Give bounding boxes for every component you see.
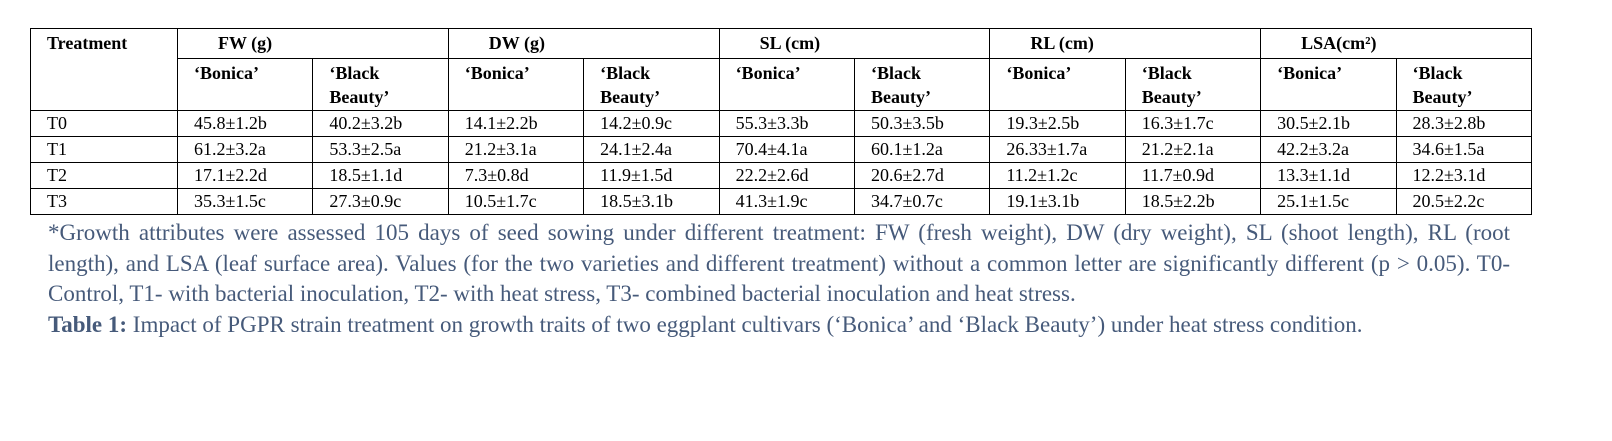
value-cell: 26.33±1.7a — [989, 136, 1126, 163]
value-cell: 18.5±3.1b — [583, 188, 720, 215]
value-cell: 45.8±1.2b — [176, 110, 314, 137]
value-cell: 61.2±3.2a — [176, 136, 314, 163]
data-table: Treatment FW (g) DW (g) SL (cm) RL (cm) LSA(… — [30, 28, 1533, 215]
value-cell: 11.7±0.9d — [1124, 162, 1262, 189]
variety-header: ‘Black Beauty’ — [1395, 58, 1533, 111]
trait-header: RL (cm) — [989, 28, 1262, 59]
caption-text: Impact of PGPR strain treatment on growt… — [132, 311, 1363, 337]
value-cell: 24.1±2.4a — [583, 136, 720, 163]
subheader-row: ‘Bonica’ ‘Black Beauty’ ‘Bonica’ ‘Black Bea… — [31, 58, 1533, 111]
value-cell: 14.2±0.9c — [583, 110, 720, 137]
table-row: T1 61.2±3.2a 53.3±2.5a 21.2±3.1a 24.1±2.4a 70… — [30, 136, 1533, 163]
table-body: T0 45.8±1.2b 40.2±3.2b 14.1±2.2b 14.2±0.9c 55… — [30, 110, 1533, 215]
value-cell: 40.2±3.2b — [312, 110, 449, 137]
value-cell: 18.5±2.2b — [1124, 188, 1262, 215]
value-cell: 19.1±3.1b — [989, 188, 1126, 215]
variety-header: ‘Bonica’ — [1260, 58, 1397, 111]
table-head: Treatment FW (g) DW (g) SL (cm) RL (cm) LSA(… — [30, 28, 1533, 111]
value-cell: 22.2±2.6d — [718, 162, 855, 189]
value-cell: 30.5±2.1b — [1260, 110, 1397, 137]
treatment-cell: T1 — [30, 136, 178, 163]
trait-header: SL (cm) — [718, 28, 991, 59]
value-cell: 17.1±2.2d — [176, 162, 314, 189]
value-cell: 55.3±3.3b — [718, 110, 855, 137]
variety-header: ‘Black Beauty’ — [1124, 58, 1262, 111]
value-cell: 21.2±2.1a — [1124, 136, 1262, 163]
value-cell: 50.3±3.5b — [853, 110, 991, 137]
value-cell: 20.5±2.2c — [1395, 188, 1533, 215]
value-cell: 7.3±0.8d — [447, 162, 585, 189]
value-cell: 13.3±1.1d — [1260, 162, 1397, 189]
value-cell: 12.2±3.1d — [1395, 162, 1533, 189]
value-cell: 53.3±2.5a — [312, 136, 449, 163]
value-cell: 34.6±1.5a — [1395, 136, 1533, 163]
variety-header: ‘Black Beauty’ — [312, 58, 449, 111]
trait-header: FW (g) — [177, 28, 449, 59]
caption-label: Table 1: — [48, 311, 128, 337]
corner-header: Treatment — [30, 28, 178, 111]
value-cell: 16.3±1.7c — [1124, 110, 1262, 137]
value-cell: 70.4±4.1a — [718, 136, 855, 163]
footnote: *Growth attributes were assessed 105 day… — [48, 220, 1510, 306]
value-cell: 25.1±1.5c — [1260, 188, 1397, 215]
variety-header: ‘Bonica’ — [176, 58, 314, 111]
value-cell: 41.3±1.9c — [718, 188, 855, 215]
value-cell: 10.5±1.7c — [447, 188, 585, 215]
caption: Table 1: Impact of PGPR strain treatment… — [48, 310, 1510, 341]
variety-header: ‘Bonica’ — [447, 58, 585, 111]
value-cell: 21.2±3.1a — [447, 136, 585, 163]
treatment-cell: T3 — [30, 188, 178, 215]
table-row: T0 45.8±1.2b 40.2±3.2b 14.1±2.2b 14.2±0.9c 55… — [30, 110, 1533, 137]
value-cell: 27.3±0.9c — [312, 188, 449, 215]
notes: *Growth attributes were assessed 105 day… — [48, 218, 1510, 340]
value-cell: 19.3±2.5b — [989, 110, 1126, 137]
value-cell: 14.1±2.2b — [447, 110, 585, 137]
value-cell: 60.1±1.2a — [853, 136, 991, 163]
value-cell: 42.2±3.2a — [1260, 136, 1397, 163]
variety-header: ‘Black Beauty’ — [583, 58, 720, 111]
variety-header: ‘Bonica’ — [718, 58, 855, 111]
table-row: T2 17.1±2.2d 18.5±1.1d 7.3±0.8d 11.9±1.5d 22.… — [30, 162, 1533, 189]
value-cell: 20.6±2.7d — [853, 162, 991, 189]
value-cell: 11.2±1.2c — [989, 162, 1126, 189]
treatment-cell: T2 — [30, 162, 178, 189]
value-cell: 35.3±1.5c — [176, 188, 314, 215]
value-cell: 18.5±1.1d — [312, 162, 449, 189]
variety-header: ‘Black Beauty’ — [853, 58, 991, 111]
table-row: T3 35.3±1.5c 27.3±0.9c 10.5±1.7c 18.5±3.1b 41… — [30, 188, 1533, 215]
value-cell: 11.9±1.5d — [583, 162, 720, 189]
value-cell: 34.7±0.7c — [853, 188, 991, 215]
value-cell: 28.3±2.8b — [1395, 110, 1533, 137]
variety-header: ‘Bonica’ — [989, 58, 1126, 111]
treatment-cell: T0 — [30, 110, 178, 137]
trait-header: DW (g) — [447, 28, 720, 59]
trait-header: LSA(cm²) — [1260, 28, 1532, 59]
header-row: Treatment FW (g) DW (g) SL (cm) RL (cm) LSA(… — [30, 28, 1532, 111]
